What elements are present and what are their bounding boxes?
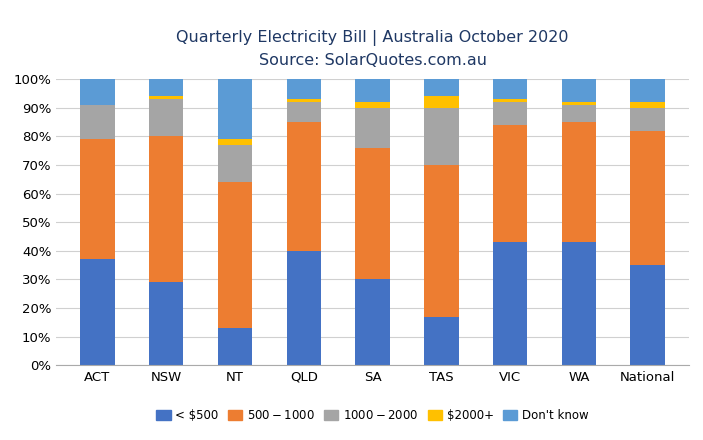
Bar xyxy=(562,242,596,365)
Bar xyxy=(493,102,527,125)
Bar xyxy=(80,105,115,139)
Bar xyxy=(631,265,665,365)
Bar xyxy=(218,79,252,139)
Bar xyxy=(287,251,321,365)
Bar xyxy=(356,102,389,108)
Bar xyxy=(287,99,321,102)
Bar xyxy=(287,79,321,99)
Bar xyxy=(631,79,665,102)
Bar xyxy=(562,102,596,105)
Bar xyxy=(424,79,458,96)
Bar xyxy=(287,122,321,251)
Bar xyxy=(218,328,252,365)
Bar xyxy=(356,148,389,279)
Bar xyxy=(493,242,527,365)
Bar xyxy=(149,136,183,282)
Bar xyxy=(149,282,183,365)
Bar xyxy=(424,96,458,108)
Bar xyxy=(149,99,183,136)
Bar xyxy=(356,79,389,102)
Bar xyxy=(562,105,596,122)
Bar xyxy=(149,96,183,99)
Bar xyxy=(493,125,527,242)
Bar xyxy=(562,122,596,242)
Bar xyxy=(631,131,665,265)
Bar xyxy=(356,108,389,148)
Title: Quarterly Electricity Bill | Australia October 2020
Source: SolarQuotes.com.au: Quarterly Electricity Bill | Australia O… xyxy=(176,30,569,68)
Bar xyxy=(424,165,458,317)
Bar xyxy=(218,182,252,328)
Bar xyxy=(631,102,665,108)
Bar xyxy=(356,279,389,365)
Bar xyxy=(493,99,527,102)
Bar xyxy=(424,108,458,165)
Bar xyxy=(493,79,527,99)
Bar xyxy=(631,108,665,131)
Legend: < $500, $500 - $1000, $1000- $2000, $2000+, Don't know: < $500, $500 - $1000, $1000- $2000, $200… xyxy=(156,409,589,422)
Bar xyxy=(80,139,115,260)
Bar xyxy=(562,79,596,102)
Bar xyxy=(149,79,183,96)
Bar xyxy=(218,145,252,182)
Bar xyxy=(80,260,115,365)
Bar xyxy=(80,79,115,105)
Bar xyxy=(424,317,458,365)
Bar xyxy=(218,139,252,145)
Bar xyxy=(287,102,321,122)
